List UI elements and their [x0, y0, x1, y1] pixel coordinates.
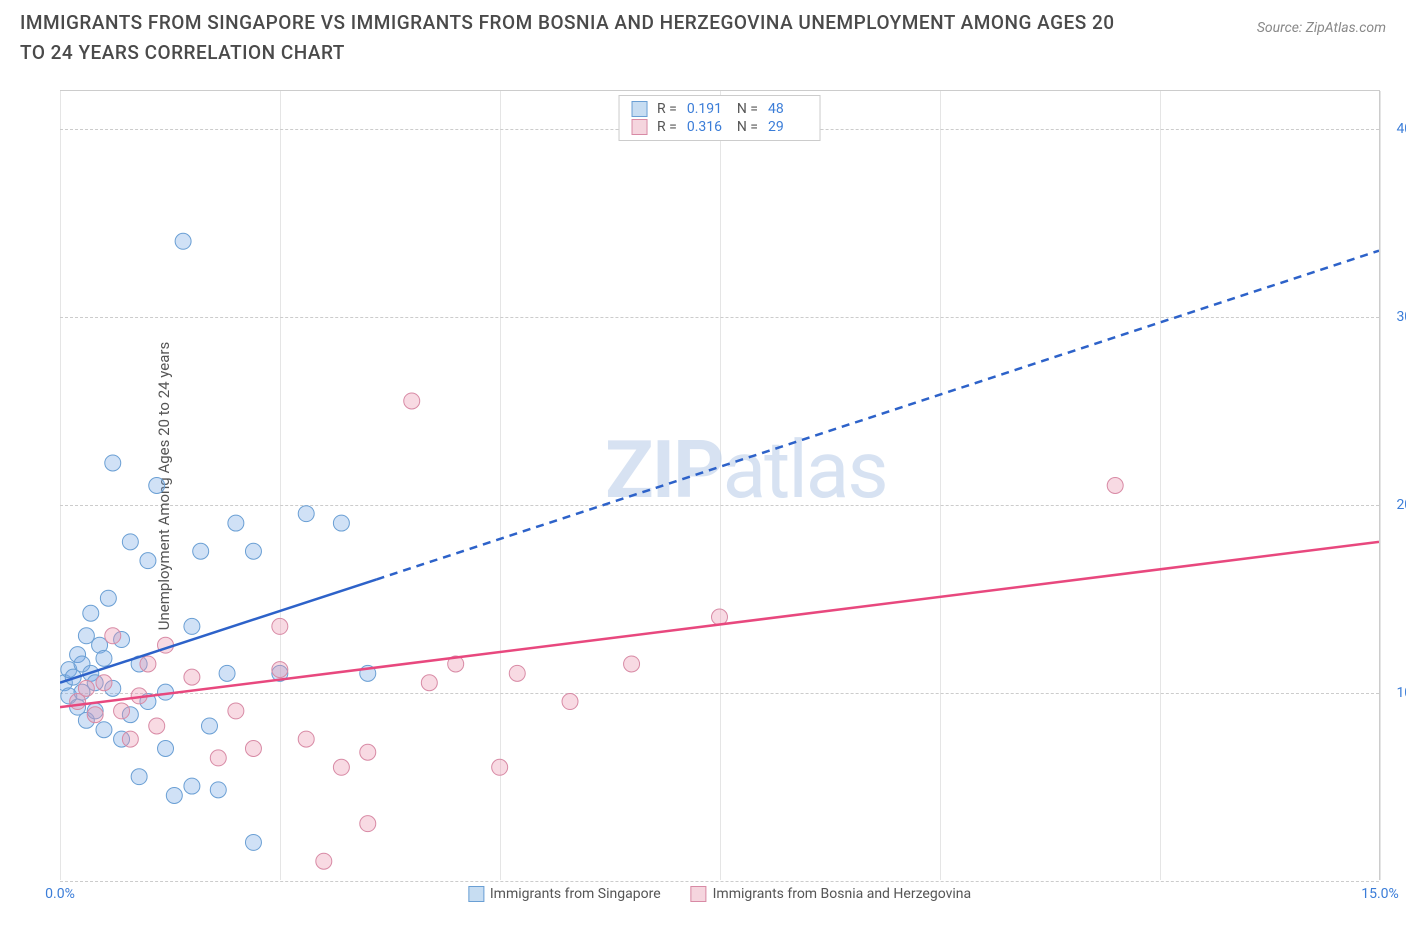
- data-point: [175, 233, 191, 249]
- chart-area: R = 0.191 N = 48 R = 0.316 N = 29 Unempl…: [60, 90, 1380, 880]
- swatch-singapore: [631, 101, 647, 117]
- data-point: [509, 665, 525, 681]
- r-value-singapore: 0.191: [687, 101, 727, 117]
- data-point: [122, 534, 138, 550]
- chart-title: IMMIGRANTS FROM SINGAPORE VS IMMIGRANTS …: [20, 8, 1120, 69]
- data-point: [96, 722, 112, 738]
- x-axis-legend: Immigrants from Singapore Immigrants fro…: [468, 886, 971, 902]
- n-label: N =: [737, 101, 758, 117]
- data-point: [140, 656, 156, 672]
- data-point: [100, 590, 116, 606]
- data-point: [83, 605, 99, 621]
- data-point: [184, 618, 200, 634]
- data-point: [96, 675, 112, 691]
- y-tick-label: 40.0%: [1396, 121, 1406, 137]
- x-legend-bosnia: Immigrants from Bosnia and Herzegovina: [691, 886, 972, 902]
- data-point: [158, 741, 174, 757]
- data-point: [333, 759, 349, 775]
- legend-row-bosnia: R = 0.316 N = 29: [631, 118, 808, 136]
- data-point: [78, 680, 94, 696]
- data-point: [131, 769, 147, 785]
- source-label: Source: ZipAtlas.com: [1257, 20, 1386, 36]
- data-point: [228, 515, 244, 531]
- data-point: [404, 393, 420, 409]
- data-point: [114, 703, 130, 719]
- data-point: [245, 741, 261, 757]
- r-value-bosnia: 0.316: [687, 119, 727, 135]
- trend-line-extrapolated: [377, 251, 1379, 580]
- swatch-bosnia: [691, 886, 707, 902]
- r-label: R =: [657, 119, 677, 135]
- n-label: N =: [737, 119, 758, 135]
- data-point: [201, 718, 217, 734]
- data-point: [122, 731, 138, 747]
- swatch-singapore: [468, 886, 484, 902]
- x-tick-label: 0.0%: [45, 886, 75, 902]
- data-point: [562, 694, 578, 710]
- data-point: [272, 662, 288, 678]
- swatch-bosnia: [631, 119, 647, 135]
- data-point: [96, 650, 112, 666]
- x-legend-singapore: Immigrants from Singapore: [468, 886, 661, 902]
- data-point: [272, 618, 288, 634]
- x-legend-label: Immigrants from Bosnia and Herzegovina: [713, 886, 972, 902]
- trend-line: [60, 542, 1379, 707]
- data-point: [1107, 478, 1123, 494]
- y-tick-label: 20.0%: [1396, 497, 1406, 513]
- data-point: [298, 506, 314, 522]
- data-point: [149, 478, 165, 494]
- data-point: [333, 515, 349, 531]
- data-point: [228, 703, 244, 719]
- data-point: [245, 834, 261, 850]
- data-point: [219, 665, 235, 681]
- plot-svg: [60, 91, 1379, 880]
- y-tick-label: 30.0%: [1396, 309, 1406, 325]
- data-point: [166, 787, 182, 803]
- data-point: [210, 750, 226, 766]
- data-point: [492, 759, 508, 775]
- data-point: [360, 744, 376, 760]
- data-point: [316, 853, 332, 869]
- data-point: [87, 707, 103, 723]
- data-point: [149, 718, 165, 734]
- data-point: [360, 816, 376, 832]
- y-tick-label: 10.0%: [1396, 685, 1406, 701]
- data-point: [624, 656, 640, 672]
- data-point: [184, 669, 200, 685]
- x-legend-label: Immigrants from Singapore: [490, 886, 661, 902]
- data-point: [105, 628, 121, 644]
- data-point: [245, 543, 261, 559]
- data-point: [210, 782, 226, 798]
- legend-row-singapore: R = 0.191 N = 48: [631, 100, 808, 118]
- n-value-singapore: 48: [768, 101, 808, 117]
- data-point: [421, 675, 437, 691]
- data-point: [193, 543, 209, 559]
- r-label: R =: [657, 101, 677, 117]
- n-value-bosnia: 29: [768, 119, 808, 135]
- correlation-legend: R = 0.191 N = 48 R = 0.316 N = 29: [618, 95, 821, 141]
- x-tick-label: 15.0%: [1361, 886, 1399, 902]
- data-point: [105, 455, 121, 471]
- data-point: [140, 553, 156, 569]
- data-point: [184, 778, 200, 794]
- data-point: [298, 731, 314, 747]
